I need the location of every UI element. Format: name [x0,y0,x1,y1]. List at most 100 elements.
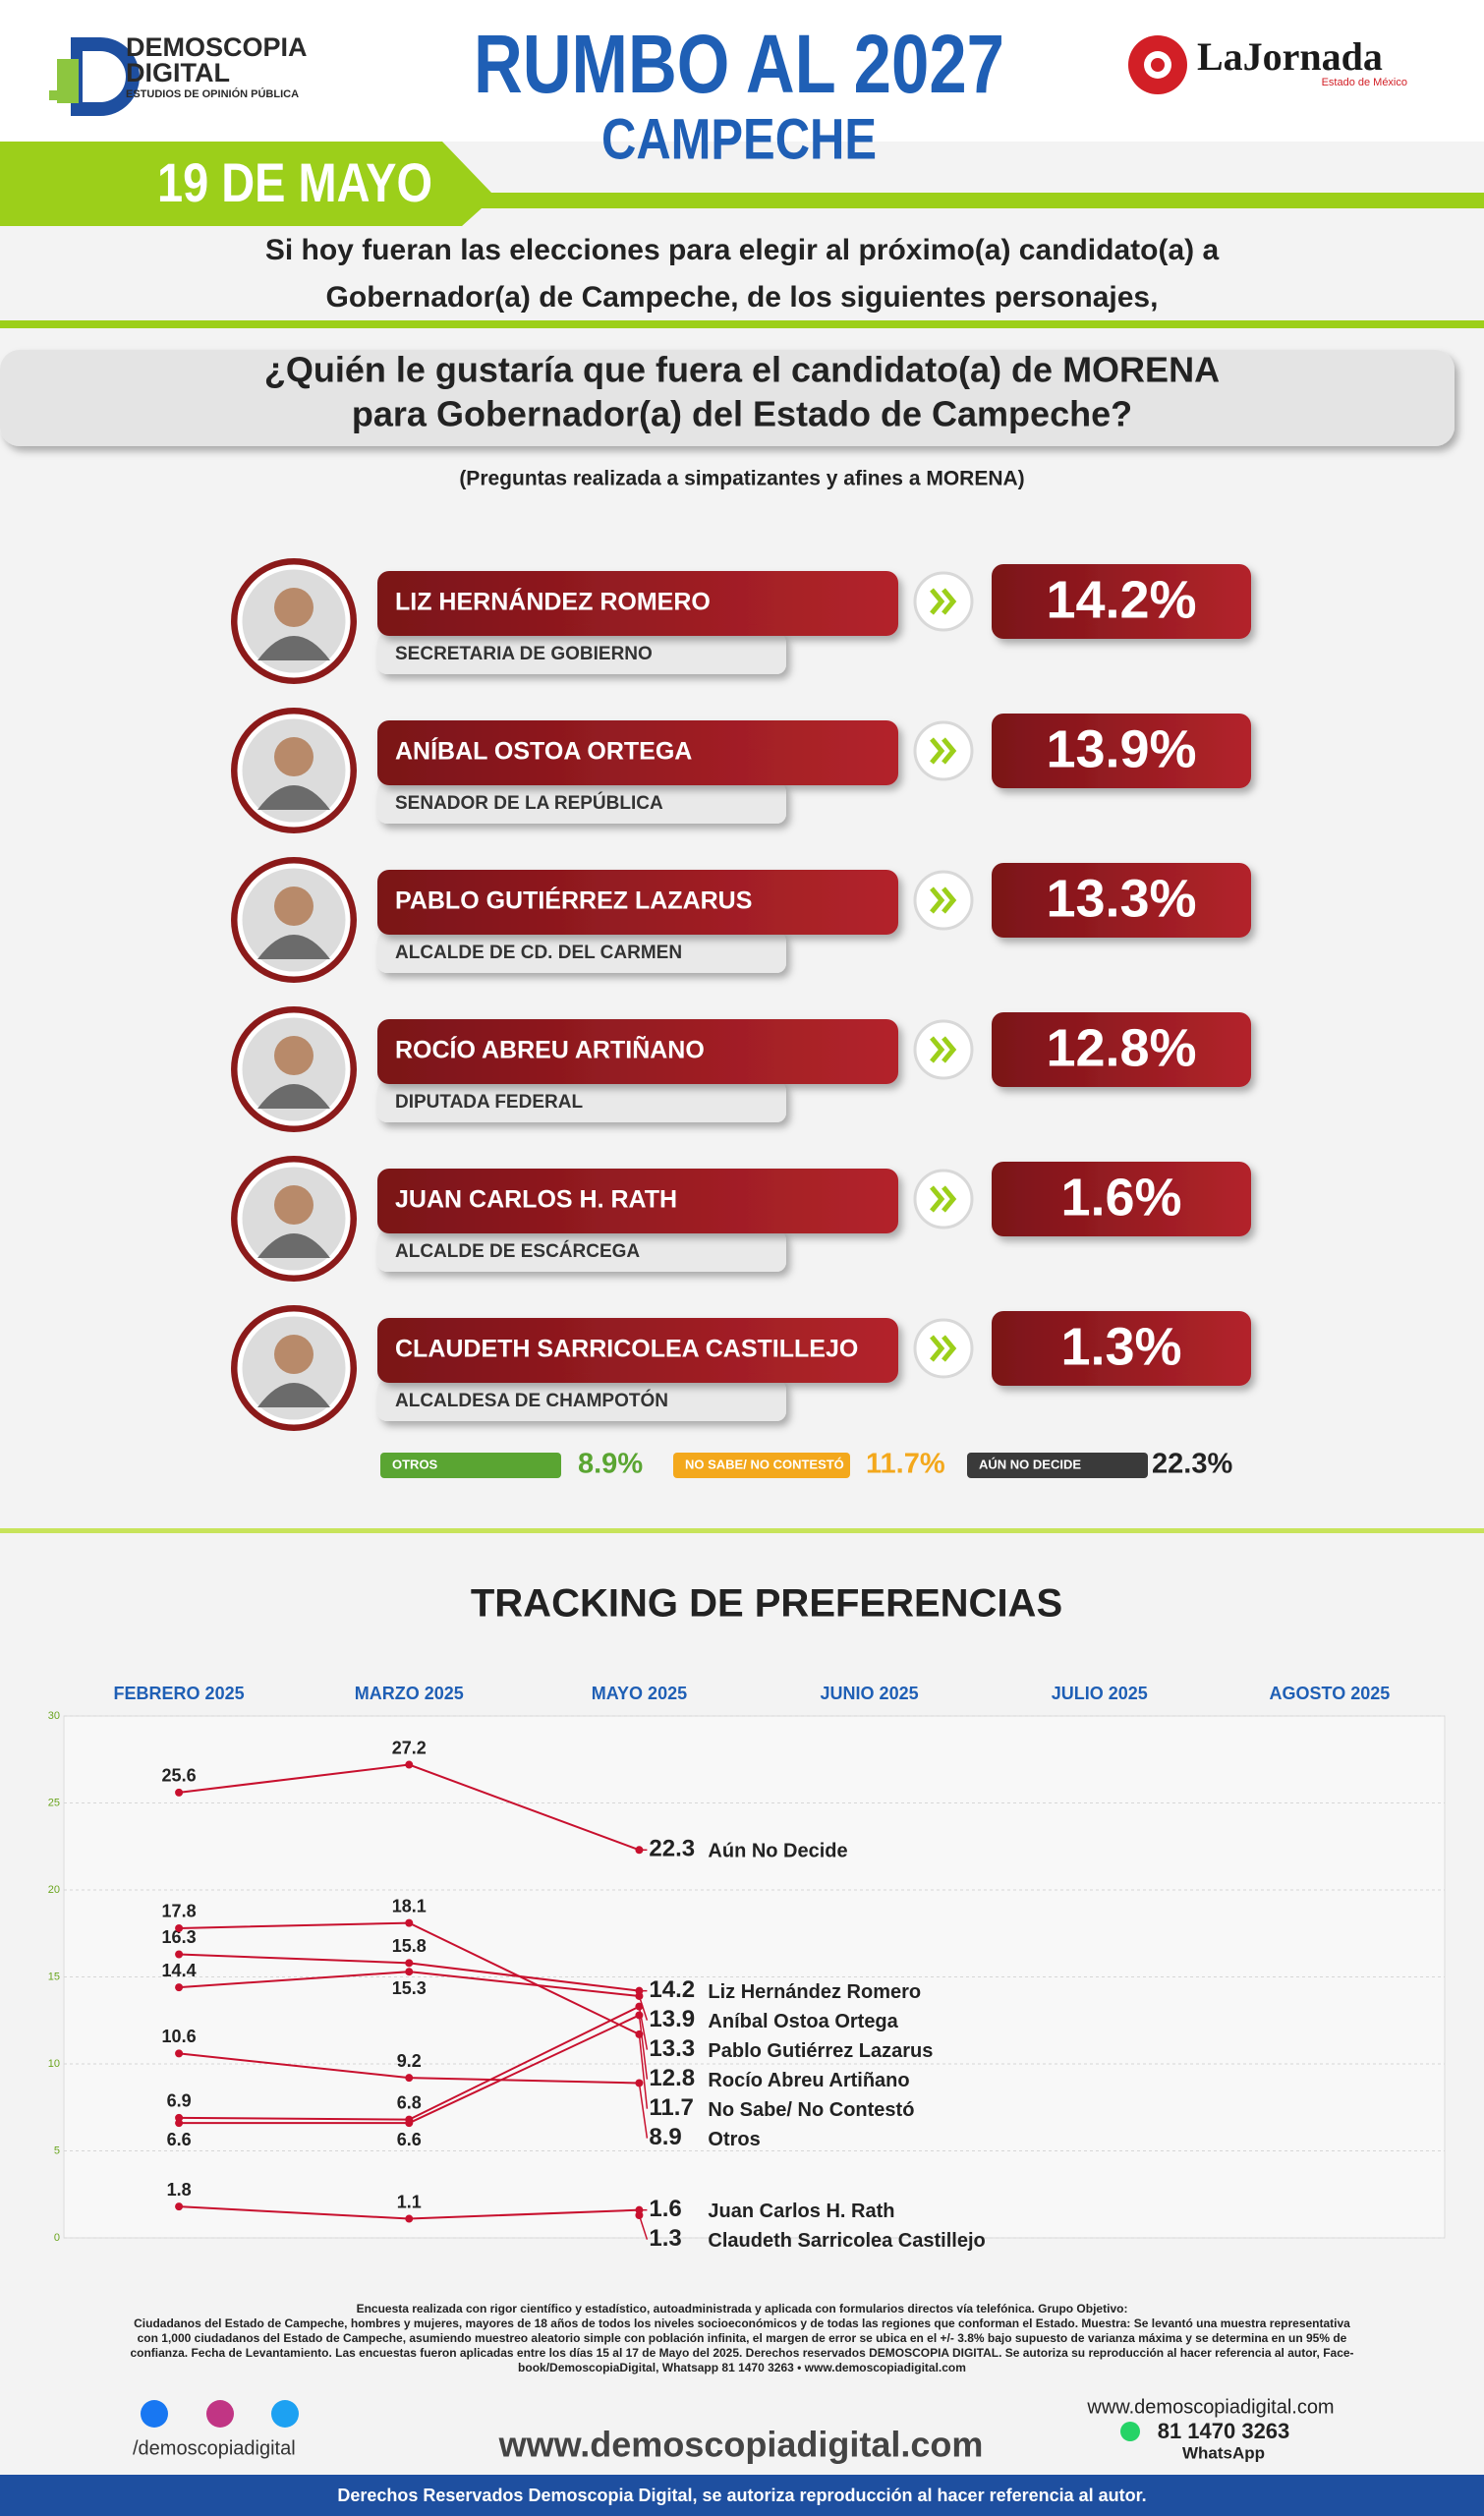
data-point [405,2214,414,2223]
rights: Derechos Reservados Demoscopia Digital, … [337,2486,1146,2505]
name-bar [377,1019,898,1084]
series-name: Otros [708,2129,760,2150]
x-tick-label: FEBRERO 2025 [114,1684,245,1703]
leader [638,2015,649,2080]
other-percent: 22.3% [1152,1449,1232,1480]
leader [638,2083,649,2139]
percent-box [992,564,1251,639]
candidate-row [231,708,1251,833]
methodology-line: con 1,000 ciudadanos del Estado de Campe… [138,2331,1347,2345]
data-label: 6.9 [167,2091,192,2111]
series-name: Claudeth Sarricolea Castillejo [708,2230,985,2252]
candidate-name: JUAN CARLOS H. RATH [395,1186,677,1214]
series-name: Aníbal Ostoa Ortega [708,2011,898,2032]
date: 19 DE MAYO [157,151,432,213]
question-box [0,350,1455,446]
leader [638,1995,649,2021]
series-name: Pablo Gutiérrez Lazarus [708,2040,933,2062]
candidate-name: LIZ HERNÁNDEZ ROMERO [395,588,711,616]
photo-body [257,785,330,810]
date-band [0,142,1484,226]
data-label: 27.2 [392,1738,427,1757]
name-bar [377,870,898,935]
candidate-name: ANÍBAL OSTOA ORTEGA [395,737,692,766]
arrow-icon [930,1185,957,1213]
y-tick-label: 5 [54,2144,60,2156]
photo-body [257,1383,330,1407]
title: RUMBO AL 2027 [474,18,1004,110]
candidate-percent: 14.2% [1046,570,1196,629]
data-label: 1.1 [397,2192,422,2211]
data-point [175,2119,184,2128]
data-label: 14.4 [162,1961,197,1980]
y-tick-label: 0 [54,2232,60,2244]
data-point [175,1950,184,1959]
social-handle: /demoscopiadigital [133,2437,296,2459]
divider [0,320,1484,328]
data-point [405,2074,414,2083]
arrow-icon [930,737,957,765]
x-tick-label: MARZO 2025 [355,1684,464,1703]
partner-name: LaJornada [1197,34,1383,79]
intro-line: Gobernador(a) de Campeche, de los siguie… [326,281,1159,314]
data-label: 1.8 [167,2180,192,2200]
photo-head [274,588,314,627]
candidate-role: ALCALDE DE ESCÁRCEGA [395,1240,640,1262]
candidate-role: ALCALDE DE CD. DEL CARMEN [395,943,682,963]
data-label: 13.3 [649,2035,695,2062]
candidate-percent: 13.9% [1046,719,1196,778]
header-bg [0,0,1484,142]
data-label: 1.6 [649,2196,681,2222]
data-point [405,2119,414,2128]
contact-web: www.demoscopiadigital.com [1086,2396,1334,2418]
candidate-name: ROCÍO ABREU ARTIÑANO [395,1035,705,1064]
data-label: 15.3 [392,1978,427,1998]
data-point [405,1968,414,1976]
photo-head [274,737,314,776]
percent-box [992,863,1251,938]
methodology-line: Encuesta realizada con rigor científico … [357,2302,1128,2316]
candidate-row [231,1156,1251,1282]
data-label: 6.8 [397,2092,422,2112]
other-percent: 8.9% [578,1449,643,1480]
photo-body [257,935,330,959]
candidate-row [231,1006,1251,1132]
data-label: 17.8 [162,1902,197,1921]
other-percent: 11.7% [866,1449,945,1480]
data-label: 11.7 [649,2094,693,2121]
phone: 81 1470 3263 [1158,2419,1290,2443]
question-line: para Gobernador(a) del Estado de Campech… [352,394,1132,434]
data-label: 15.8 [392,1936,427,1956]
data-point [405,1959,414,1968]
role-bar [377,633,786,674]
series-name: Aún No Decide [708,1841,847,1862]
data-label: 12.8 [649,2065,695,2091]
name-bar [377,720,898,785]
data-point [175,1788,184,1797]
logo-mark [49,37,140,116]
arrow-icon [930,886,957,914]
data-point [405,1760,414,1769]
series-name: Rocío Abreu Artiñano [708,2070,909,2091]
logo-name: DIGITAL [126,58,230,87]
data-label: 9.2 [397,2051,422,2071]
percent-box [992,1311,1251,1386]
role-bar [377,1230,786,1272]
phone-label: WhatsApp [1182,2443,1265,2462]
divider [0,1528,1484,1533]
series-name: Liz Hernández Romero [708,1981,921,2003]
role-bar [377,1081,786,1122]
y-tick-label: 20 [48,1884,60,1896]
data-label: 8.9 [649,2124,681,2150]
series-name: Juan Carlos H. Rath [708,2201,894,2222]
candidate-percent: 13.3% [1046,869,1196,928]
leader [638,2214,649,2240]
name-bar [377,571,898,636]
arrow-icon [930,588,957,615]
y-tick-label: 30 [48,1710,60,1722]
methodology-line: Ciudadanos del Estado de Campeche, hombr… [134,2316,1350,2330]
arrow-icon [930,1036,957,1063]
photo-head [274,1185,314,1225]
data-point [175,1923,184,1932]
